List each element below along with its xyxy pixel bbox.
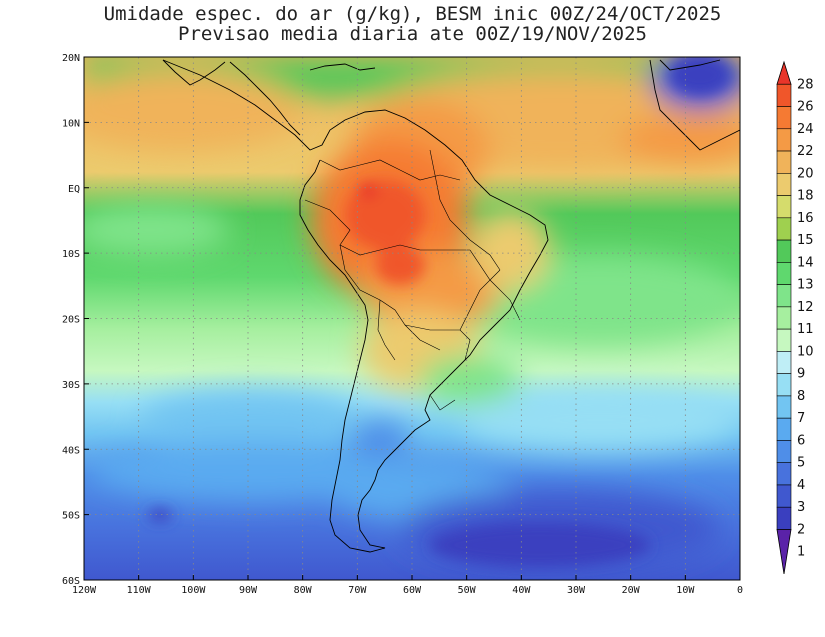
colorbar-swatch	[776, 83, 792, 107]
y-tick-label: 10N	[62, 118, 80, 129]
colorbar-label: 7	[797, 411, 805, 426]
colorbar-label: 16	[797, 211, 814, 226]
colorbar-label: 20	[797, 166, 814, 181]
y-tick-label: 50S	[62, 511, 80, 522]
colorbar-label: 3	[797, 500, 805, 515]
colorbar-label: 9	[797, 367, 805, 382]
colorbar-label: 4	[797, 478, 805, 493]
colorbar-swatch	[776, 417, 792, 441]
colorbar-label: 11	[797, 322, 814, 337]
colorbar-swatch	[776, 239, 792, 263]
colorbar-swatch	[776, 484, 792, 508]
chart-subtitle: Previsao media diaria ate 00Z/19/NOV/202…	[178, 23, 647, 45]
colorbar-label: 8	[797, 389, 805, 404]
colorbar-swatch	[776, 328, 792, 352]
lat-lon-grid	[84, 57, 740, 580]
y-tick-label: 30S	[62, 380, 80, 391]
colorbar-swatch	[776, 195, 792, 219]
y-tick-label: 40S	[62, 445, 80, 456]
colorbar: 28 26 24 22 20 18 16 15 14 13 12 11 10 9 8 7 6 5 4 3 2 1	[776, 60, 814, 575]
colorbar-swatch	[776, 373, 792, 397]
colorbar-top-arrow	[776, 60, 792, 85]
colorbar-swatch	[776, 440, 792, 463]
colorbar-label: 5	[797, 456, 805, 471]
chart-title: Umidade espec. do ar (g/kg), BESM inic 0…	[103, 3, 722, 25]
colorbar-label: 15	[797, 233, 814, 248]
colorbar-swatch	[776, 351, 792, 374]
coastlines	[162, 59, 740, 553]
x-tick-label: 120W	[72, 585, 97, 596]
x-tick-label: 50W	[458, 585, 477, 596]
colorbar-label: 24	[797, 122, 814, 137]
colorbar-swatch	[776, 128, 792, 152]
colorbar-swatch	[776, 106, 792, 130]
colorbar-label: 12	[797, 300, 814, 315]
y-tick-label: EQ	[68, 184, 80, 195]
x-tick-label: 100W	[181, 585, 206, 596]
x-tick-label: 30W	[567, 585, 586, 596]
y-tick-label: 10S	[62, 249, 80, 260]
colorbar-label: 22	[797, 144, 814, 159]
longitude-axis: 120W 110W 100W 90W 80W 70W 60W 50W 40W 30W 20W 10W 0	[72, 575, 743, 596]
colorbar-swatch	[776, 217, 792, 241]
colorbar-swatch	[776, 395, 792, 419]
colorbar-swatch	[776, 306, 792, 330]
x-tick-label: 10W	[676, 585, 695, 596]
colorbar-label: 28	[797, 77, 814, 92]
colorbar-label: 2	[797, 522, 805, 537]
y-tick-label: 60S	[62, 576, 80, 587]
x-tick-label: 60W	[403, 585, 422, 596]
x-tick-label: 40W	[512, 585, 531, 596]
colorbar-label: 6	[797, 433, 805, 448]
colorbar-label: 14	[797, 255, 814, 270]
colorbar-bottom-arrow	[776, 529, 792, 575]
latitude-axis: 20N 10N EQ 10S 20S 30S 40S 50S 60S	[62, 53, 89, 587]
country-borders	[304, 149, 521, 411]
colorbar-swatch	[776, 506, 792, 530]
colorbar-swatch	[776, 173, 792, 196]
x-tick-label: 0	[737, 585, 743, 596]
x-tick-label: 20W	[622, 585, 641, 596]
colorbar-label: 1	[797, 545, 805, 560]
x-tick-label: 110W	[127, 585, 152, 596]
y-tick-label: 20N	[62, 53, 80, 64]
x-tick-label: 90W	[239, 585, 258, 596]
colorbar-swatch	[776, 150, 792, 174]
y-tick-label: 20S	[62, 315, 80, 326]
colorbar-label: 10	[797, 344, 814, 359]
x-tick-label: 80W	[294, 585, 313, 596]
colorbar-swatch	[776, 462, 792, 486]
colorbar-label: 13	[797, 278, 814, 293]
colorbar-label: 18	[797, 189, 814, 204]
colorbar-label: 26	[797, 100, 814, 115]
colorbar-swatch	[776, 284, 792, 308]
colorbar-swatch	[776, 262, 792, 285]
x-tick-label: 70W	[348, 585, 367, 596]
field-layer	[84, 57, 740, 580]
